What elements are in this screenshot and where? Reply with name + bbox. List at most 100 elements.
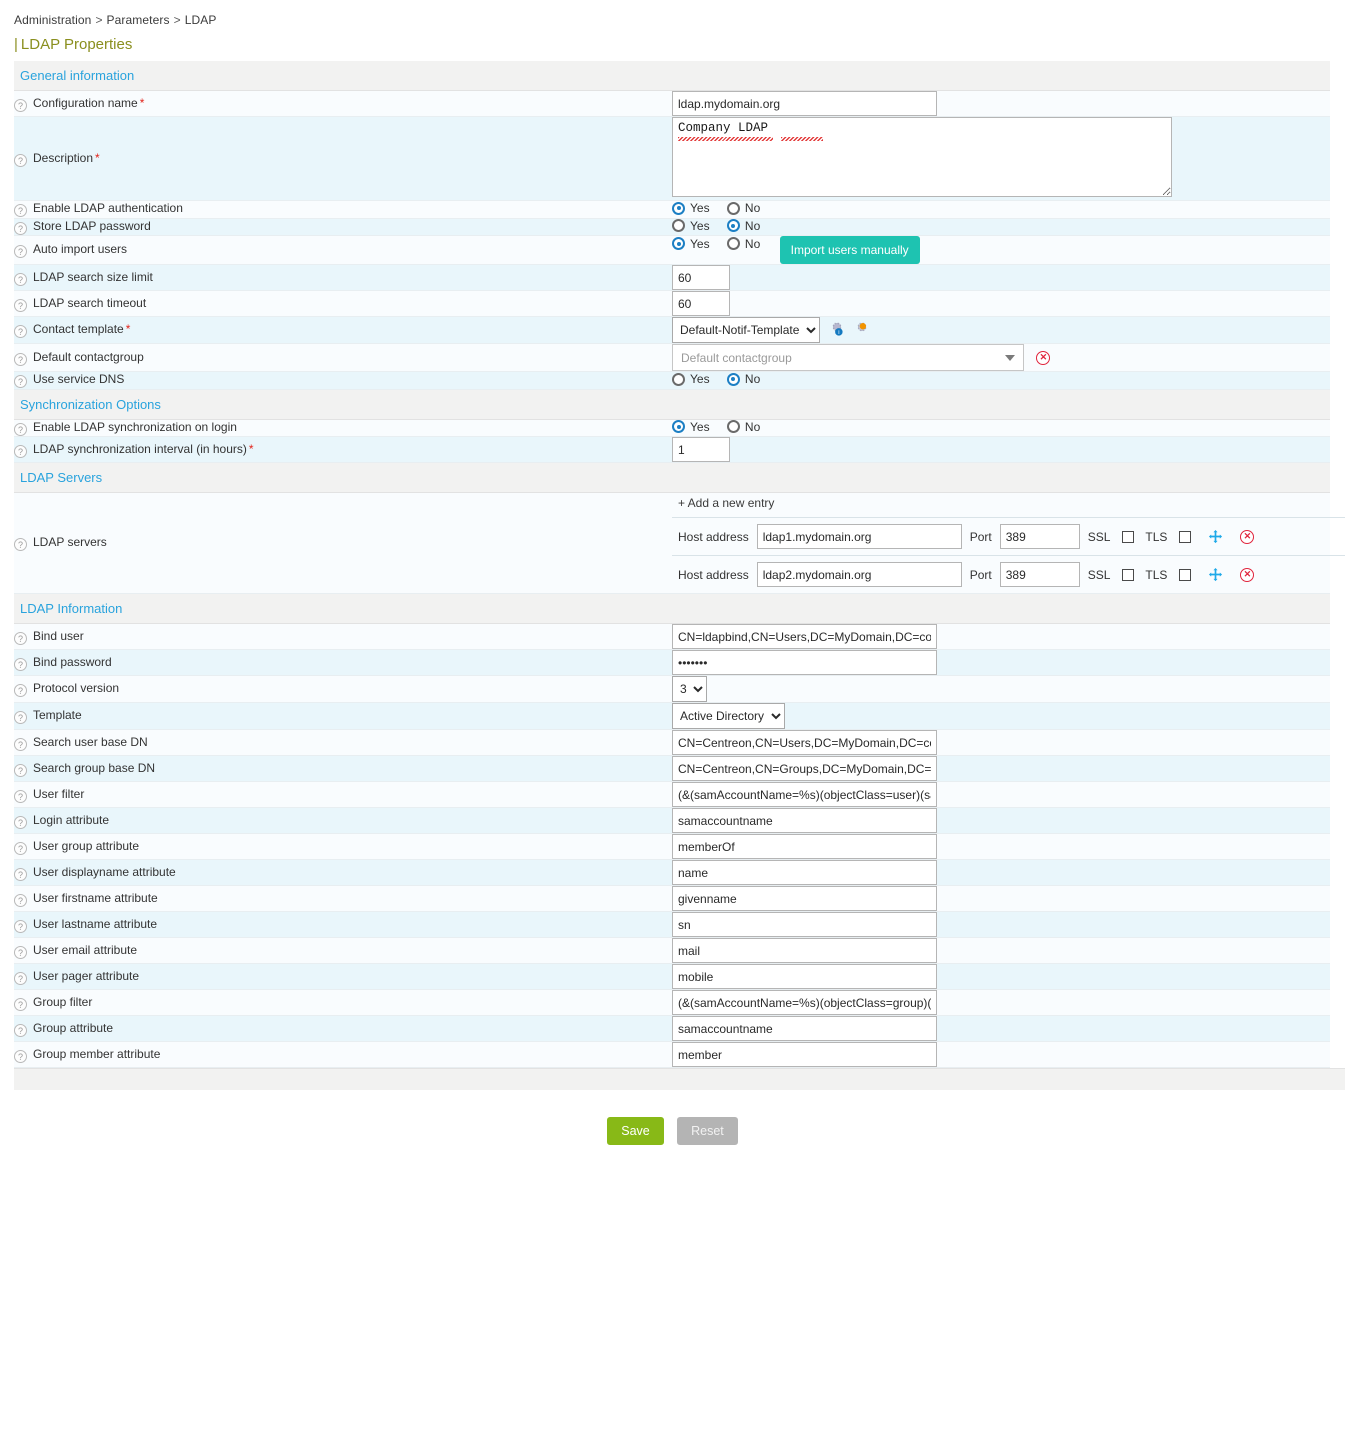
help-icon[interactable]: ?: [14, 657, 27, 671]
help-icon[interactable]: ?: [14, 245, 27, 258]
save-button[interactable]: Save: [607, 1117, 664, 1145]
radio-icon[interactable]: [726, 420, 740, 433]
ldap-info-input[interactable]: [672, 912, 937, 937]
ldap-info-input[interactable]: [672, 1042, 937, 1067]
help-icon[interactable]: ?: [14, 997, 27, 1011]
configuration-name-input[interactable]: [672, 91, 937, 116]
default-contactgroup-select[interactable]: Default contactgroup: [672, 344, 1024, 371]
help-icon[interactable]: ?: [14, 204, 27, 218]
port-input[interactable]: [999, 524, 1080, 549]
enable-sync-no[interactable]: No: [726, 420, 760, 434]
radio-icon[interactable]: [726, 372, 740, 386]
store-password-no[interactable]: No: [726, 219, 760, 233]
ldap-info-input[interactable]: [672, 834, 937, 859]
help-icon[interactable]: ?: [14, 352, 27, 366]
ldap-info-input[interactable]: [672, 808, 937, 833]
delete-server-icon[interactable]: ✕: [1240, 567, 1255, 582]
help-icon[interactable]: ?: [14, 538, 27, 551]
help-icon[interactable]: ?: [14, 221, 27, 235]
gear-settings-icon[interactable]: [854, 322, 869, 337]
clear-contactgroup-icon[interactable]: ✕: [1036, 351, 1051, 366]
help-icon[interactable]: ?: [14, 325, 27, 338]
label-text: Bind password: [33, 654, 112, 669]
tls-checkbox[interactable]: [1179, 530, 1192, 543]
label-configuration-name: ? Configuration name *: [14, 90, 672, 117]
ldap-info-input[interactable]: [672, 624, 937, 649]
help-icon[interactable]: ?: [14, 867, 27, 881]
tls-checkbox[interactable]: [1179, 568, 1192, 581]
help-icon[interactable]: ?: [14, 919, 27, 933]
help-icon[interactable]: ?: [14, 631, 27, 645]
radio-icon[interactable]: [726, 219, 740, 232]
help-icon[interactable]: ?: [14, 1023, 27, 1037]
radio-icon[interactable]: [672, 372, 685, 386]
port-input[interactable]: [999, 562, 1080, 587]
gear-info-icon[interactable]: i: [829, 322, 844, 337]
row-ldap-info: ? User displayname attribute: [14, 859, 1330, 886]
sync-interval-input[interactable]: [672, 437, 730, 462]
radio-icon[interactable]: [726, 201, 740, 215]
enable-auth-yes[interactable]: Yes: [672, 201, 710, 215]
ldap-info-input[interactable]: [672, 1016, 937, 1041]
help-icon[interactable]: ?: [14, 444, 27, 458]
help-icon[interactable]: ?: [14, 945, 27, 959]
store-password-yes[interactable]: Yes: [672, 219, 710, 233]
host-address-input[interactable]: [756, 524, 962, 549]
ldap-info-input[interactable]: [672, 886, 937, 911]
help-icon[interactable]: ?: [14, 789, 27, 803]
ldap-info-input[interactable]: [672, 730, 937, 755]
help-icon[interactable]: ?: [14, 375, 27, 389]
help-icon[interactable]: ?: [14, 153, 27, 167]
breadcrumb-item-parameters[interactable]: Parameters: [106, 13, 170, 27]
move-handle-icon[interactable]: [1208, 529, 1223, 544]
use-service-dns-no[interactable]: No: [726, 372, 760, 386]
help-icon[interactable]: ?: [14, 684, 27, 697]
help-icon[interactable]: ?: [14, 711, 27, 724]
radio-icon[interactable]: [672, 420, 685, 433]
host-address-input[interactable]: [756, 562, 962, 587]
help-icon[interactable]: ?: [14, 98, 27, 112]
help-icon[interactable]: ?: [14, 971, 27, 985]
ldap-info-input[interactable]: [672, 990, 937, 1015]
add-new-entry-link[interactable]: + Add a new entry: [672, 493, 1345, 518]
help-icon[interactable]: ?: [14, 841, 27, 855]
help-icon[interactable]: ?: [14, 1049, 27, 1063]
ldap-info-input[interactable]: [672, 650, 937, 675]
search-size-limit-input[interactable]: [672, 265, 730, 290]
auto-import-yes[interactable]: Yes: [672, 237, 710, 251]
import-users-manually-button[interactable]: Import users manually: [779, 236, 920, 264]
label-text: LDAP search size limit: [33, 269, 153, 284]
ldap-info-input[interactable]: [672, 964, 937, 989]
help-icon[interactable]: ?: [14, 893, 27, 907]
ssl-checkbox[interactable]: [1122, 568, 1135, 581]
breadcrumb-item-ldap[interactable]: LDAP: [184, 13, 217, 27]
use-service-dns-yes[interactable]: Yes: [672, 372, 710, 386]
move-handle-icon[interactable]: [1208, 567, 1223, 582]
search-timeout-input[interactable]: [672, 291, 730, 316]
help-icon[interactable]: ?: [14, 272, 27, 286]
ldap-info-input[interactable]: [672, 782, 937, 807]
reset-button[interactable]: Reset: [677, 1117, 738, 1145]
ldap-info-input[interactable]: [672, 860, 937, 885]
radio-icon[interactable]: [672, 219, 685, 232]
enable-auth-no[interactable]: No: [726, 201, 760, 215]
contact-template-select[interactable]: Default-Notif-Template: [672, 317, 820, 343]
radio-icon[interactable]: [672, 237, 685, 250]
ldap-info-input[interactable]: [672, 938, 937, 963]
radio-icon[interactable]: [726, 237, 740, 250]
help-icon[interactable]: ?: [14, 422, 27, 436]
ldap-info-select[interactable]: 3: [672, 676, 707, 702]
delete-server-icon[interactable]: ✕: [1240, 529, 1255, 544]
description-textarea[interactable]: Company LDAP: [672, 117, 1172, 197]
ssl-checkbox[interactable]: [1122, 530, 1135, 543]
auto-import-no[interactable]: No: [726, 237, 760, 251]
radio-icon[interactable]: [672, 201, 685, 215]
breadcrumb-item-administration[interactable]: Administration: [14, 13, 92, 27]
help-icon[interactable]: ?: [14, 737, 27, 751]
enable-sync-yes[interactable]: Yes: [672, 420, 710, 434]
help-icon[interactable]: ?: [14, 815, 27, 829]
ldap-info-select[interactable]: Active Directory: [672, 703, 785, 729]
help-icon[interactable]: ?: [14, 298, 27, 312]
help-icon[interactable]: ?: [14, 763, 27, 777]
ldap-info-input[interactable]: [672, 756, 937, 781]
